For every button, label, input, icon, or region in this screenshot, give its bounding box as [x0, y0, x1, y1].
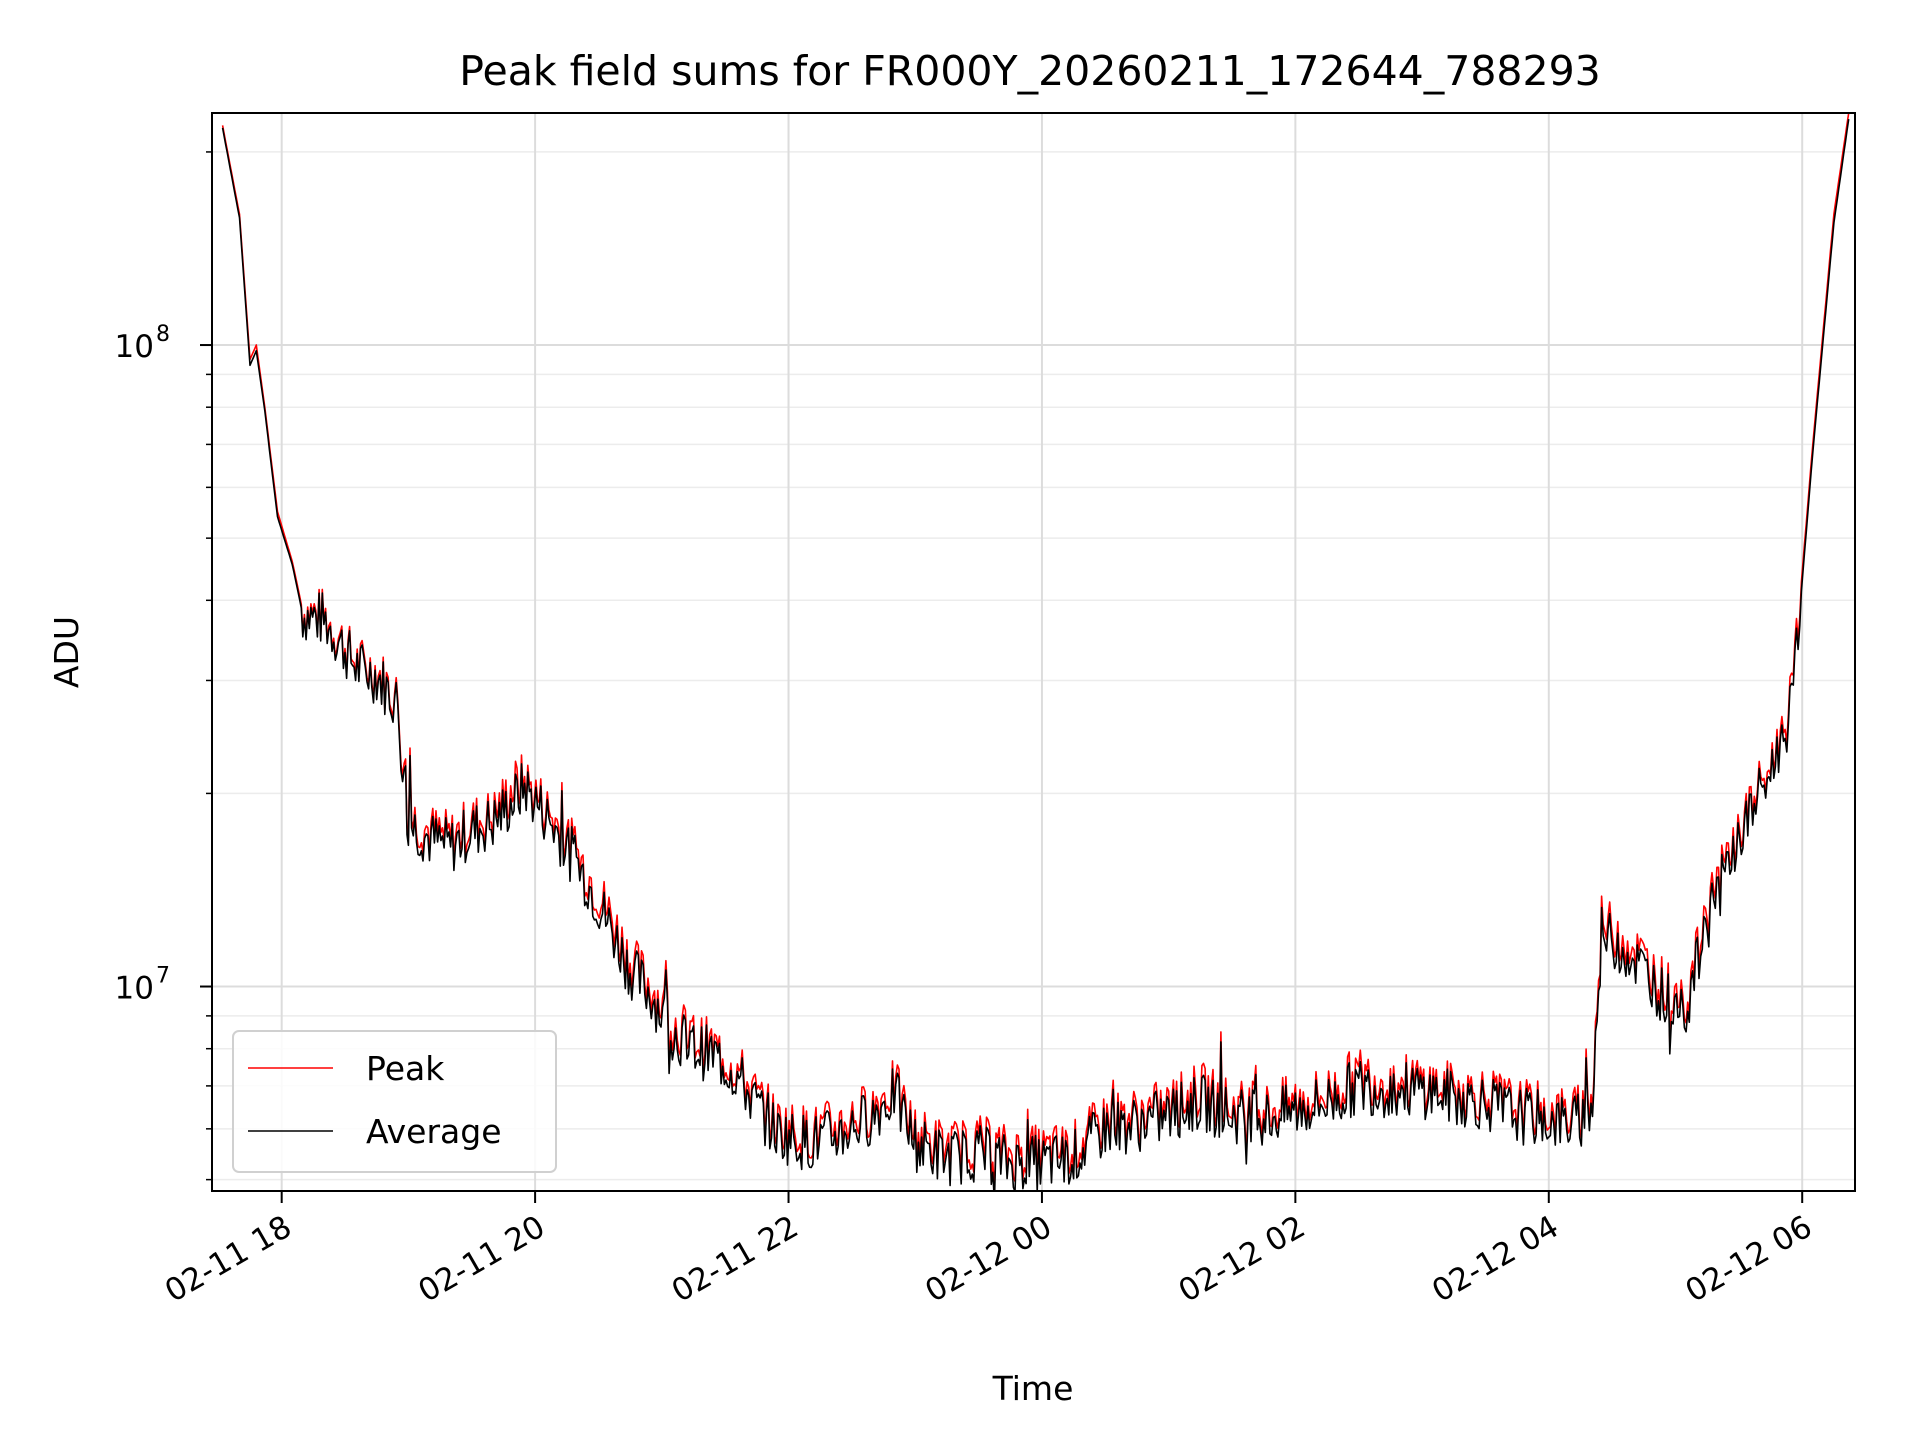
legend-box — [232, 1030, 557, 1173]
plot-frame — [211, 112, 1856, 1192]
legend-label-peak: Peak — [366, 1049, 445, 1088]
y-tick-label: 10 — [115, 329, 154, 365]
y-axis-label: ADU — [47, 616, 86, 688]
legend-label-average: Average — [366, 1112, 502, 1151]
x-axis-label: Time — [992, 1369, 1074, 1408]
series-lines — [221, 113, 1850, 1191]
legend: Peak Average — [232, 1030, 557, 1173]
y-tick-label: 10 — [115, 971, 154, 1007]
series-line-average — [221, 118, 1850, 1191]
chart-title: Peak field sums for FR000Y_20260211_1726… — [459, 47, 1601, 95]
y-tick-exponent: 7 — [156, 964, 170, 989]
y-tick-exponent: 8 — [156, 322, 170, 347]
